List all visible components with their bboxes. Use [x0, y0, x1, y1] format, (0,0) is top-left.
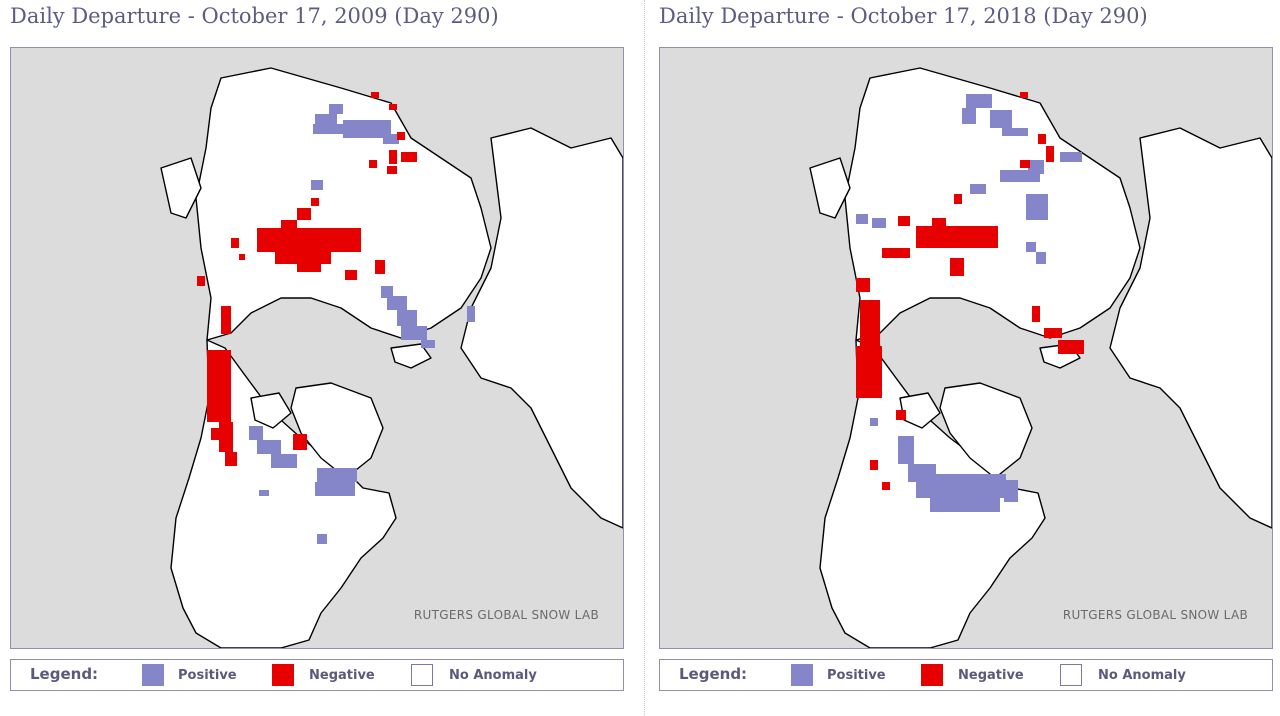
arctic-islands [250, 392, 292, 429]
panel-title: Daily Departure - October 17, 2018 (Day … [659, 4, 1148, 28]
map-svg [160, 67, 623, 648]
arctic-islands [390, 343, 432, 369]
panel-2018: Daily Departure - October 17, 2018 (Day … [649, 0, 1280, 716]
negative-anomaly-cells [856, 92, 1084, 490]
greenland-land [939, 382, 1033, 479]
europe-land [1109, 127, 1272, 529]
alaska-land [809, 157, 851, 219]
snow-departure-map: RUTGERS GLOBAL SNOW LAB [659, 47, 1273, 649]
panel-divider [644, 0, 645, 716]
legend-no-anomaly-swatch [411, 664, 433, 686]
legend-negative-label: Negative [309, 668, 375, 683]
legend-positive-label: Positive [178, 668, 237, 683]
legend-no-anomaly-label: No Anomaly [449, 668, 537, 683]
eurasia-land [844, 67, 1141, 341]
legend-negative-swatch [921, 664, 943, 686]
legend-negative-swatch [272, 664, 294, 686]
panel-2009: Daily Departure - October 17, 2009 (Day … [10, 4, 624, 691]
legend-title: Legend: [30, 665, 99, 683]
eurasia-land [195, 67, 492, 341]
positive-anomaly-cells [856, 94, 1082, 512]
legend-title: Legend: [679, 665, 748, 683]
snow-departure-map: RUTGERS GLOBAL SNOW LAB [10, 47, 624, 649]
alaska-land [160, 157, 202, 219]
legend-no-anomaly-label: No Anomaly [1098, 668, 1186, 683]
greenland-land [290, 382, 384, 479]
legend-negative-label: Negative [958, 668, 1024, 683]
legend-no-anomaly-swatch [1060, 664, 1082, 686]
negative-anomaly-cells [197, 92, 417, 466]
north-america-land [170, 339, 397, 648]
europe-land [460, 127, 623, 529]
map-svg [809, 67, 1272, 648]
map-watermark: RUTGERS GLOBAL SNOW LAB [1062, 608, 1248, 622]
positive-anomaly-cells [249, 104, 475, 544]
map-legend: Legend: Positive Negative No Anomaly [659, 659, 1273, 691]
legend-positive-label: Positive [827, 668, 886, 683]
map-legend: Legend: Positive Negative No Anomaly [10, 659, 624, 691]
panel-title: Daily Departure - October 17, 2009 (Day … [10, 4, 499, 28]
map-watermark: RUTGERS GLOBAL SNOW LAB [413, 608, 599, 622]
legend-positive-swatch [142, 664, 164, 686]
legend-positive-swatch [791, 664, 813, 686]
